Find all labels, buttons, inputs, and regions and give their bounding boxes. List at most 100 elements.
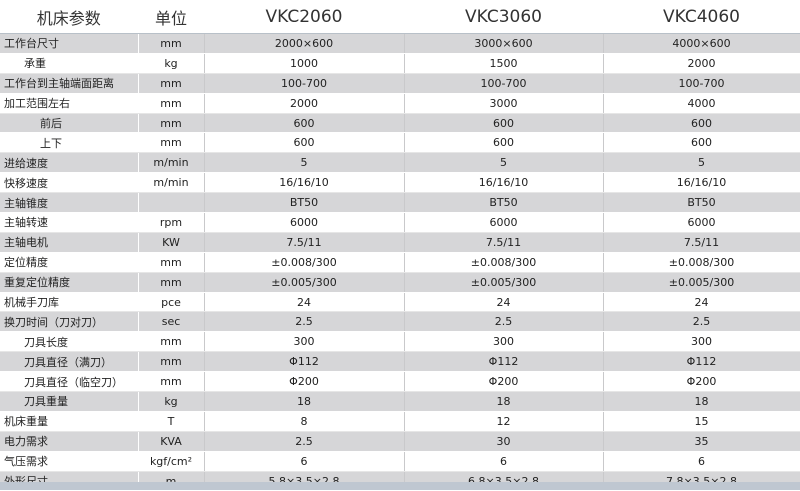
row-value-vkc4060: 2.5 <box>603 311 800 333</box>
row-value-vkc3060: 30 <box>404 431 604 452</box>
row-unit: kg <box>137 391 205 412</box>
row-value-vkc3060: 600 <box>404 113 604 134</box>
row-name: 主轴电机 <box>0 232 139 253</box>
row-value-vkc3060: 3000 <box>404 93 604 114</box>
row-value-vkc2060: 600 <box>204 113 405 134</box>
row-value-vkc3060: 3000×600 <box>404 33 604 54</box>
row-name: 机械手刀库 <box>0 292 139 313</box>
row-value-vkc4060: 35 <box>603 431 800 452</box>
row-value-vkc4060: 600 <box>603 113 800 134</box>
row-name: 重复定位精度 <box>0 272 139 293</box>
row-value-vkc2060: 300 <box>204 331 405 353</box>
row-value-vkc4060: 7.5/11 <box>603 232 800 253</box>
table-row: 刀具重量 kg 18 18 18 <box>0 391 800 412</box>
row-value-vkc3060: 18 <box>404 391 604 412</box>
row-value-vkc2060: ±0.008/300 <box>204 252 405 273</box>
header-model-vkc3060: VKC3060 <box>404 0 604 34</box>
row-name: 刀具直径（满刀） <box>0 351 139 373</box>
row-value-vkc2060: 6 <box>204 451 405 472</box>
row-value-vkc4060: 15 <box>603 411 800 432</box>
table-row: 定位精度 mm ±0.008/300 ±0.008/300 ±0.008/300 <box>0 252 800 273</box>
row-value-vkc4060: 5 <box>603 152 800 174</box>
row-value-vkc4060: ±0.005/300 <box>603 272 800 293</box>
row-name: 定位精度 <box>0 252 139 273</box>
row-unit: mm <box>137 113 205 134</box>
row-unit: sec <box>137 311 205 333</box>
row-value-vkc4060: 100-700 <box>603 73 800 94</box>
row-value-vkc3060: ±0.005/300 <box>404 272 604 293</box>
row-value-vkc2060: Φ200 <box>204 371 405 393</box>
row-value-vkc2060: BT50 <box>204 192 405 214</box>
row-unit: T <box>137 411 205 432</box>
header-param: 机床参数 <box>0 0 139 34</box>
row-value-vkc3060: 600 <box>404 132 604 154</box>
row-value-vkc2060: 18 <box>204 391 405 412</box>
table-row: 重复定位精度 mm ±0.005/300 ±0.005/300 ±0.005/300 <box>0 272 800 293</box>
row-name: 主轴转速 <box>0 212 139 233</box>
table-row: 机床重量 T 8 12 15 <box>0 411 800 432</box>
table-row: 快移速度 m/min 16/16/10 16/16/10 16/16/10 <box>0 172 800 194</box>
row-value-vkc4060: 600 <box>603 132 800 154</box>
row-value-vkc4060: 300 <box>603 331 800 353</box>
row-unit: pce <box>137 292 205 313</box>
table-row: 电力需求 KVA 2.5 30 35 <box>0 431 800 452</box>
table-row: 主轴转速 rpm 6000 6000 6000 <box>0 212 800 233</box>
row-name: 进给速度 <box>0 152 139 174</box>
table-row: 工作台尺寸 mm 2000×600 3000×600 4000×600 <box>0 33 800 54</box>
row-value-vkc3060: 24 <box>404 292 604 313</box>
row-value-vkc2060: 6000 <box>204 212 405 233</box>
row-value-vkc4060: 4000×600 <box>603 33 800 54</box>
row-value-vkc4060: 6 <box>603 451 800 472</box>
row-name: 工作台到主轴端面距离 <box>0 73 139 94</box>
table-row: 主轴电机 KW 7.5/11 7.5/11 7.5/11 <box>0 232 800 253</box>
table-row: 主轴锥度 BT50 BT50 BT50 <box>0 192 800 214</box>
row-unit: mm <box>137 331 205 353</box>
row-value-vkc3060: 7.5/11 <box>404 232 604 253</box>
row-value-vkc2060: 600 <box>204 132 405 154</box>
table-row: 工作台到主轴端面距离 mm 100-700 100-700 100-700 <box>0 73 800 94</box>
table-row: 换刀时间（刀对刀） sec 2.5 2.5 2.5 <box>0 311 800 333</box>
row-value-vkc2060: 5 <box>204 152 405 174</box>
row-unit: mm <box>137 351 205 373</box>
row-unit <box>137 192 205 214</box>
row-value-vkc4060: 16/16/10 <box>603 172 800 194</box>
table-row: 刀具直径（满刀） mm Φ112 Φ112 Φ112 <box>0 351 800 373</box>
row-value-vkc3060: 300 <box>404 331 604 353</box>
table-row: 气压需求 kgf/cm² 6 6 6 <box>0 451 800 472</box>
row-unit: kg <box>137 53 205 74</box>
row-name: 加工范围左右 <box>0 93 139 114</box>
table-row: 刀具直径（临空刀） mm Φ200 Φ200 Φ200 <box>0 371 800 393</box>
row-value-vkc4060: ±0.008/300 <box>603 252 800 273</box>
row-unit: mm <box>137 272 205 293</box>
bottom-divider-bar <box>0 482 800 490</box>
row-value-vkc2060: 16/16/10 <box>204 172 405 194</box>
row-value-vkc2060: ±0.005/300 <box>204 272 405 293</box>
table-row: 上下 mm 600 600 600 <box>0 132 800 154</box>
row-value-vkc2060: 7.5/11 <box>204 232 405 253</box>
row-value-vkc2060: 2000×600 <box>204 33 405 54</box>
row-unit: mm <box>137 252 205 273</box>
row-unit: m/min <box>137 152 205 174</box>
row-value-vkc4060: 6000 <box>603 212 800 233</box>
row-name: 前后 <box>0 113 139 134</box>
row-value-vkc2060: 2.5 <box>204 431 405 452</box>
row-value-vkc3060: Φ112 <box>404 351 604 373</box>
row-value-vkc3060: 100-700 <box>404 73 604 94</box>
row-unit: mm <box>137 73 205 94</box>
row-value-vkc2060: 2000 <box>204 93 405 114</box>
table-row: 承重 kg 1000 1500 2000 <box>0 53 800 74</box>
row-value-vkc3060: 16/16/10 <box>404 172 604 194</box>
row-unit: KW <box>137 232 205 253</box>
row-unit: KVA <box>137 431 205 452</box>
row-value-vkc4060: BT50 <box>603 192 800 214</box>
row-unit: rpm <box>137 212 205 233</box>
row-name: 快移速度 <box>0 172 139 194</box>
row-value-vkc3060: 2.5 <box>404 311 604 333</box>
row-value-vkc2060: 100-700 <box>204 73 405 94</box>
row-value-vkc3060: 6000 <box>404 212 604 233</box>
row-name: 上下 <box>0 132 139 154</box>
row-value-vkc3060: 1500 <box>404 53 604 74</box>
row-value-vkc4060: Φ112 <box>603 351 800 373</box>
row-unit: mm <box>137 132 205 154</box>
